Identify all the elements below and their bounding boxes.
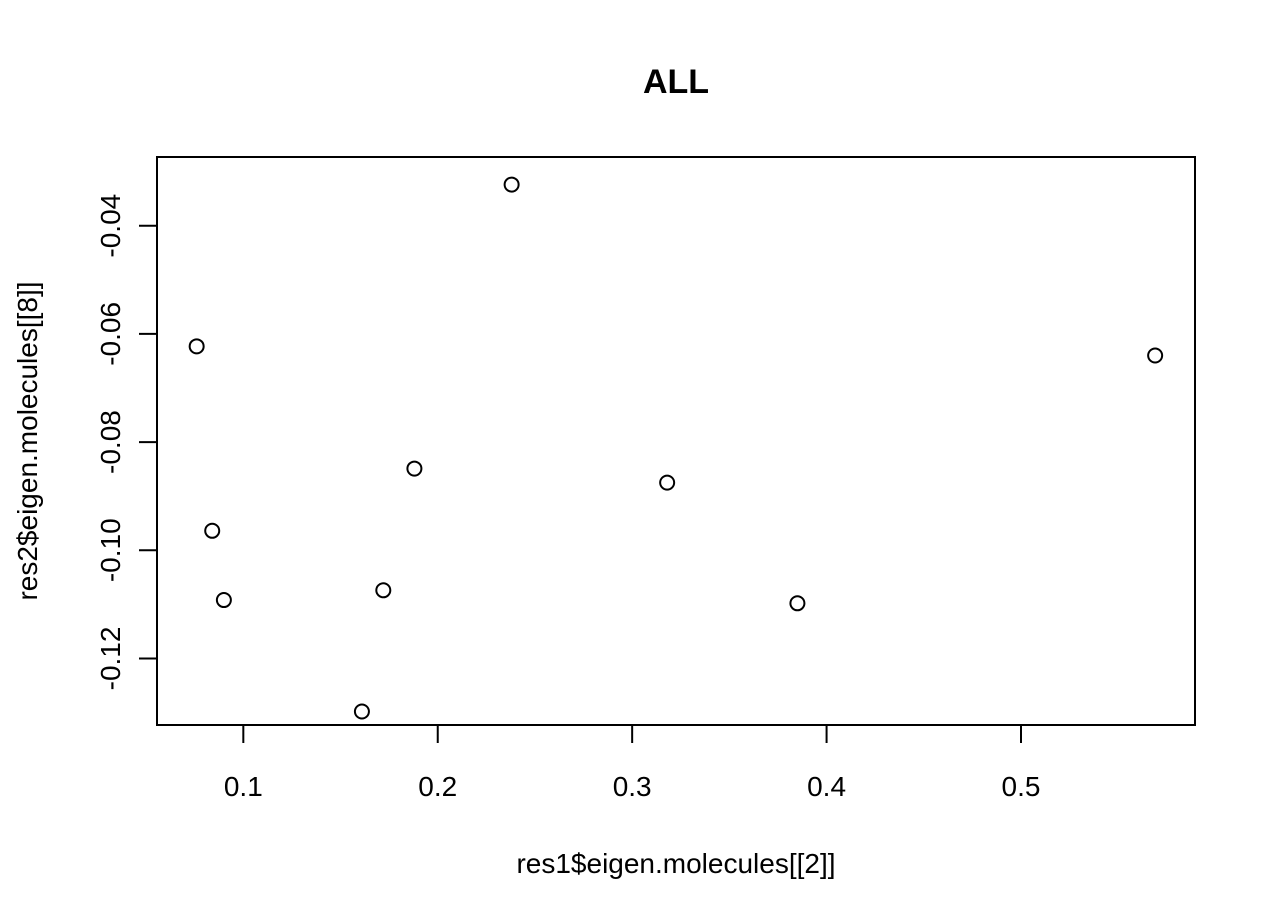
data-point (659, 474, 676, 491)
data-point (188, 338, 205, 355)
data-point (789, 595, 806, 612)
data-point (215, 592, 232, 609)
data-point (375, 582, 392, 599)
y-axis-title: res2$eigen.molecules[[8]] (12, 281, 43, 600)
y-tick-label: -0.08 (95, 410, 126, 474)
data-point (204, 522, 221, 539)
x-tick-label: 0.2 (418, 771, 457, 802)
y-axis: -0.04 -0.06 -0.08 -0.10 -0.12 (95, 194, 158, 691)
x-tick-label: 0.1 (224, 771, 263, 802)
y-tick-label: -0.04 (95, 194, 126, 258)
y-tick-label: -0.06 (95, 302, 126, 366)
x-tick-label: 0.4 (807, 771, 846, 802)
data-point (406, 460, 423, 477)
x-tick-label: 0.5 (1002, 771, 1041, 802)
x-tick-label: 0.3 (613, 771, 652, 802)
data-point (353, 703, 370, 720)
plot-frame (156, 156, 1196, 726)
chart-title: ALL (643, 63, 709, 101)
data-point (503, 176, 520, 193)
data-points (188, 176, 1164, 720)
x-axis: 0.1 0.2 0.3 0.4 0.5 (224, 724, 1041, 802)
y-tick-label: -0.10 (95, 518, 126, 582)
x-axis-title: res1$eigen.molecules[[2]] (516, 848, 835, 879)
data-point (1147, 347, 1164, 364)
y-tick-label: -0.12 (95, 627, 126, 691)
